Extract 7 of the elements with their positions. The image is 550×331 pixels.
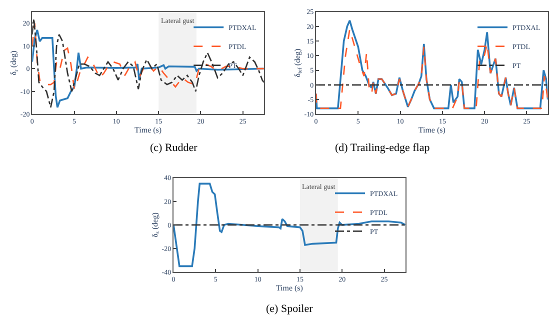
text: (c) Rudder: [150, 142, 198, 154]
text: (e) Spoiler: [266, 303, 314, 315]
x-axis-title: Time (s): [276, 284, 304, 293]
x-axis-title: Time (s): [134, 126, 162, 135]
x-axis-title: Time (s): [418, 126, 446, 135]
text: (d) Trailing-edge flap: [335, 142, 430, 154]
line-series: [174, 182, 406, 268]
